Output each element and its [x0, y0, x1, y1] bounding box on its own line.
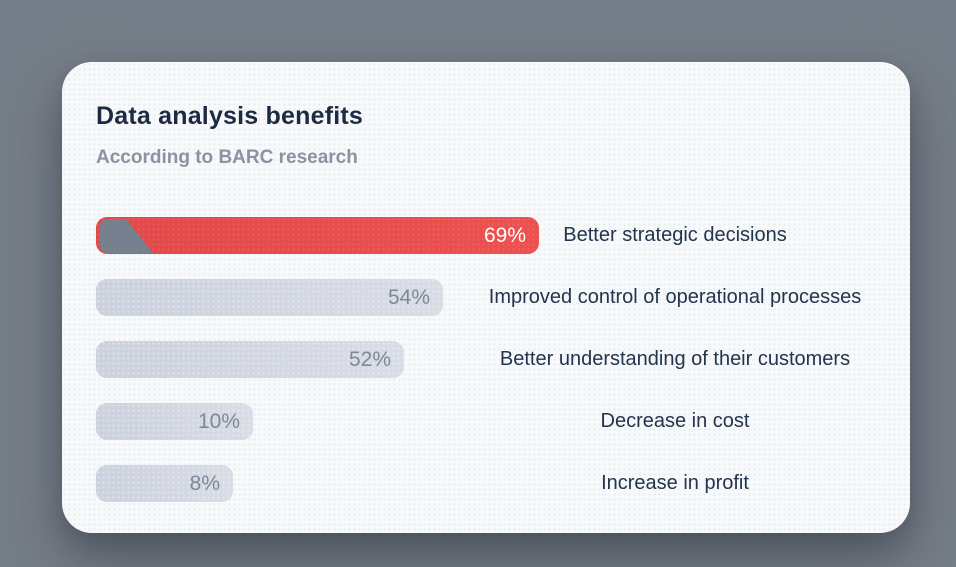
- bar-row: 69% Better strategic decisions: [96, 217, 910, 254]
- bar-row: 52% Better understanding of their custom…: [96, 341, 910, 378]
- bar-category-label: Increase in profit: [601, 472, 749, 494]
- bar: 52%: [96, 341, 404, 378]
- bar-value-label: 69%: [483, 223, 526, 247]
- bar: 69%: [96, 217, 539, 254]
- bar-category-label: Improved control of operational processe…: [488, 286, 862, 308]
- bar-category-label: Better strategic decisions: [563, 224, 787, 246]
- bar-row: 10% Decrease in cost: [96, 403, 910, 440]
- gray-wedge-decoration-icon: [100, 219, 153, 253]
- bar-value-label: 8%: [189, 471, 220, 495]
- bar: 54%: [96, 279, 443, 316]
- chart-subtitle: According to BARC research: [96, 147, 358, 168]
- chart-card: Data analysis benefits According to BARC…: [62, 62, 910, 533]
- bar: 8%: [96, 465, 233, 502]
- bar-rows: 69% Better strategic decisions 54% Impro…: [96, 217, 910, 527]
- bar-row: 8% Increase in profit: [96, 465, 910, 502]
- bar: 10%: [96, 403, 253, 440]
- bar-row: 54% Improved control of operational proc…: [96, 279, 910, 316]
- bar-category-label: Better understanding of their customers: [499, 348, 851, 370]
- bar-value-label: 54%: [387, 285, 430, 309]
- bar-value-label: 10%: [197, 409, 240, 433]
- bar-value-label: 52%: [348, 347, 391, 371]
- bar-category-label: Decrease in cost: [600, 410, 750, 432]
- chart-title: Data analysis benefits: [96, 102, 364, 130]
